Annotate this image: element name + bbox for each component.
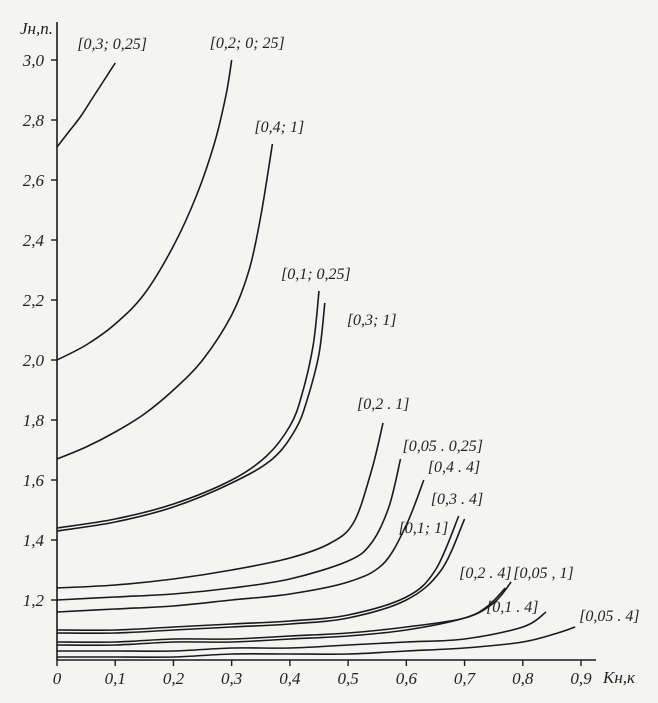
curve-label: [0,1; 0,25]: [281, 266, 351, 283]
curve-label: [0,4 . 4]: [428, 459, 480, 476]
x-axis-title: Kн,к: [602, 668, 636, 687]
x-tick-label: 0,7: [454, 669, 477, 688]
series-line-13: [56, 611, 547, 653]
y-tick-label: 2,0: [23, 351, 45, 370]
series-line-2: [56, 59, 233, 361]
curve-label: [0,2 . 4]: [459, 565, 511, 582]
y-tick-label: 3,0: [22, 51, 45, 70]
y-tick-label: 1,8: [23, 411, 45, 430]
curves: [56, 59, 576, 659]
x-tick-label: 0,3: [221, 669, 242, 688]
x-tick-label: 0,9: [570, 669, 592, 688]
curve-label: [0,1; 1]: [399, 520, 449, 537]
y-tick-label: 2,8: [23, 111, 45, 130]
y-tick-label: 1,2: [23, 591, 45, 610]
curve-label: [0,05 . 0,25]: [403, 438, 483, 455]
y-tick-label: 2,4: [23, 231, 45, 250]
series-line-6: [56, 422, 384, 589]
curve-label: [0,2; 0; 25]: [210, 35, 285, 52]
curve-label: [0,3 . 4]: [431, 491, 483, 508]
series-line-14: [57, 626, 576, 659]
curve-labels: [0,3; 0,25] [0,2; 0; 25] [0,4; 1] [0,1; 0,2…: [77, 35, 639, 625]
curve-label: [0,2 . 1]: [357, 396, 409, 413]
y-tick-label: 2,6: [23, 171, 45, 190]
x-tick-label: 0,1: [105, 669, 126, 688]
series-line-12: [56, 587, 506, 647]
x-tick-label: 0,6: [396, 669, 418, 688]
x-tick-label: 0,8: [512, 669, 534, 688]
y-tick-label: 1,4: [23, 531, 45, 550]
series-line-4: [56, 290, 320, 529]
curve-label: [0,3; 0,25]: [77, 36, 147, 53]
axes: Jн,п. Kн,к: [20, 19, 636, 687]
x-tick-label: 0,5: [337, 669, 358, 688]
ticks: 0 0,1 0,2 0,3 0,4 0,5 0,6 0,7 0,8 0,9 1,2 1,4 1,6 1,8…: [22, 51, 592, 688]
series-line-9: [56, 515, 460, 632]
series-line-1: [56, 62, 116, 148]
y-axis-title: Jн,п.: [20, 19, 53, 38]
series-line-8: [56, 479, 425, 613]
series-line-7: [56, 458, 402, 601]
curve-label: [0,05 . 4]: [579, 608, 639, 625]
curve-label: [0,3; 1]: [347, 312, 397, 329]
series-line-10: [56, 518, 466, 635]
curve-label: [0,1 . 4]: [486, 599, 538, 616]
curve-label: [0,4; 1]: [254, 119, 304, 136]
y-tick-label: 2,2: [23, 291, 45, 310]
curve-label: [0,05 , 1]: [513, 565, 573, 582]
x-tick-label: 0,4: [279, 669, 301, 688]
x-tick-label: 0: [53, 669, 62, 688]
y-tick-label: 1,6: [23, 471, 45, 490]
series-line-3: [56, 143, 274, 460]
x-tick-label: 0,2: [163, 669, 185, 688]
series-line-5: [56, 302, 326, 532]
